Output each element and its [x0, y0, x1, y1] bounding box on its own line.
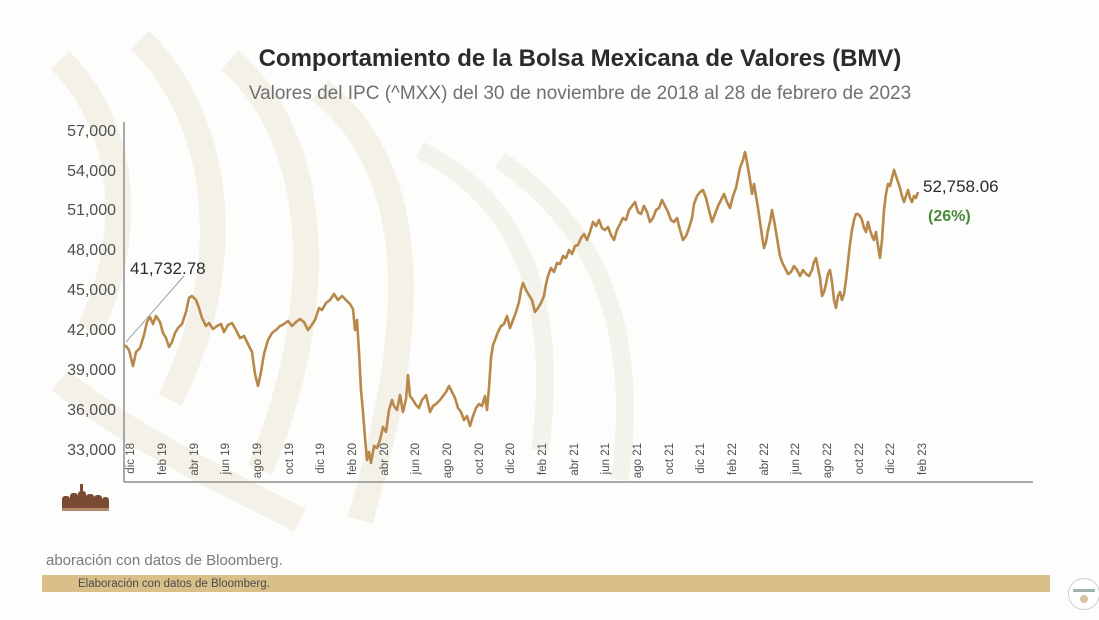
x-tick-label: dic 19	[315, 443, 327, 474]
source-note: Elaboración con datos de Bloomberg.	[78, 578, 270, 590]
institutional-logo-icon	[62, 484, 109, 511]
x-tick-label: feb 22	[727, 443, 739, 475]
seal-emblem	[1080, 595, 1088, 603]
x-tick-label: dic 22	[885, 443, 897, 474]
x-tick-label: oct 20	[474, 443, 486, 475]
y-tick-label: 33,000	[67, 442, 116, 459]
x-tick-label: jun 19	[220, 443, 232, 475]
x-tick-label: abr 22	[759, 443, 771, 476]
chart-subtitle: Valores del IPC (^MXX) del 30 de noviemb…	[248, 83, 912, 104]
start-value-annotation: 41,732.78	[130, 259, 206, 278]
x-tick-label: abr 19	[189, 443, 201, 476]
x-tick-label: dic 18	[125, 443, 137, 474]
x-tick-label: feb 20	[347, 443, 359, 475]
y-tick-label: 57,000	[67, 123, 116, 140]
x-tick-label: ago 19	[252, 443, 264, 479]
source-bar: Elaboración con datos de Bloomberg.	[42, 575, 1050, 592]
y-tick-label: 54,000	[67, 163, 116, 180]
y-tick-label: 36,000	[67, 402, 116, 419]
x-tick-label: abr 21	[569, 443, 581, 476]
x-tick-label: feb 19	[157, 443, 169, 475]
x-tick-label: feb 23	[917, 443, 929, 475]
y-tick-label: 45,000	[67, 282, 116, 299]
start-annotation-leader	[125, 275, 185, 343]
end-value-annotation: 52,758.06	[923, 177, 999, 196]
y-tick-label: 42,000	[67, 322, 116, 339]
y-tick-label: 48,000	[67, 242, 116, 259]
ipc-series-line	[123, 150, 920, 465]
x-tick-label: oct 22	[854, 443, 866, 475]
x-tick-label: jun 20	[410, 443, 422, 475]
x-tick-label: jun 21	[600, 443, 612, 475]
chart-title: Comportamiento de la Bolsa Mexicana de V…	[258, 45, 902, 72]
source-note-overlay: aboración con datos de Bloomberg.	[46, 552, 283, 569]
y-tick-label: 51,000	[67, 202, 116, 219]
change-percent-annotation: (26%)	[928, 208, 971, 225]
seal-band	[1073, 589, 1095, 592]
y-tick-label: 39,000	[67, 362, 116, 379]
x-tick-label: dic 21	[695, 443, 707, 474]
x-tick-label: feb 21	[537, 443, 549, 475]
government-seal-icon	[1068, 578, 1099, 610]
x-tick-label: oct 19	[284, 443, 296, 475]
x-tick-label: ago 20	[442, 443, 454, 479]
x-tick-label: abr 20	[379, 443, 391, 476]
x-tick-label: ago 21	[632, 443, 644, 479]
x-tick-label: dic 20	[505, 443, 517, 474]
x-tick-label: jun 22	[790, 443, 802, 475]
x-tick-label: oct 21	[664, 443, 676, 475]
x-tick-label: ago 22	[822, 443, 834, 479]
